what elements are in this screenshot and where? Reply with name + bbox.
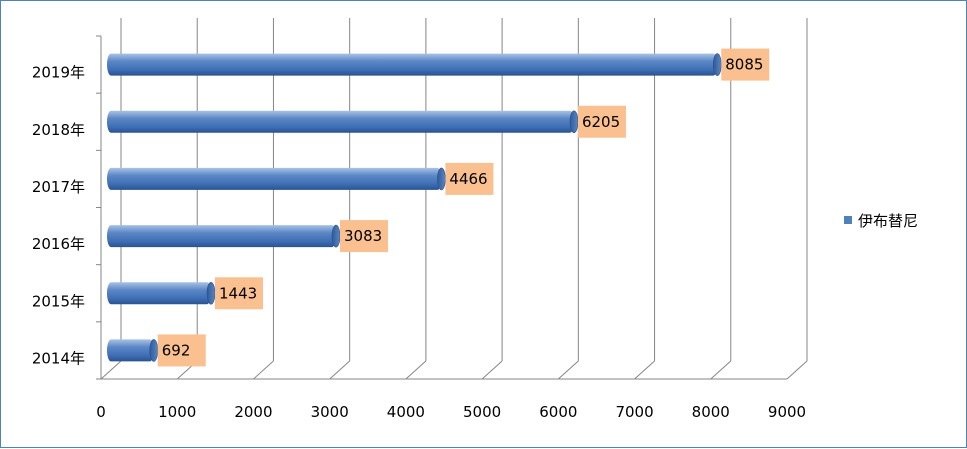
category-label-2015年: 2015年 (32, 292, 85, 310)
bar-body (107, 53, 718, 76)
data-label-value: 8085 (725, 56, 763, 74)
bar-2017年 (107, 167, 446, 191)
category-label-2014年: 2014年 (32, 349, 85, 367)
floor-line-9000 (786, 360, 808, 380)
bar-2018年 (107, 110, 579, 134)
category-label-2017年: 2017年 (32, 178, 85, 196)
bar-end-cap (712, 53, 722, 76)
floor-line-0 (100, 360, 122, 380)
data-label-2019年: 8085 (721, 48, 770, 81)
floor-line-7000 (634, 360, 655, 380)
bar-2014年 (107, 339, 159, 362)
floor-line-8000 (710, 360, 732, 380)
bar-end-cap (206, 281, 216, 305)
data-label-value: 4466 (449, 170, 487, 188)
x-tick-label-3000: 3000 (311, 403, 349, 421)
data-label-box (577, 105, 626, 138)
x-tick-label-6000: 6000 (539, 403, 577, 421)
legend-swatch (844, 216, 852, 224)
category-label-2019年: 2019年 (32, 64, 85, 82)
x-tick-label-0: 0 (96, 403, 106, 421)
data-label-value: 6205 (582, 113, 620, 131)
data-label-2014年: 692 (157, 334, 206, 367)
floor-line-5000 (481, 360, 503, 380)
x-tick-label-7000: 7000 (615, 403, 653, 421)
x-tick-label-5000: 5000 (463, 403, 501, 421)
data-label-2015年: 1443 (214, 277, 263, 310)
data-label-value: 1443 (219, 284, 257, 302)
bar-end-cap (437, 167, 446, 191)
floor-line-2000 (253, 360, 274, 380)
floor-line-4000 (405, 360, 427, 380)
x-tick-label-9000: 9000 (768, 403, 806, 421)
data-label-box (157, 334, 206, 367)
bar-2015年 (107, 281, 216, 305)
x-tick-label-8000: 8000 (692, 403, 730, 421)
bar-body (107, 110, 574, 133)
legend-label: 伊布替尼 (858, 212, 918, 230)
floor-line-6000 (557, 360, 579, 380)
bar-body (107, 167, 442, 190)
data-label-box (339, 220, 388, 253)
bar-end-cap (331, 224, 341, 248)
bar-body (107, 225, 336, 248)
bar-end-cap (149, 339, 159, 362)
data-label-value: 3083 (344, 227, 382, 245)
bar-2016年 (107, 224, 341, 248)
data-label-2016年: 3083 (339, 220, 388, 253)
data-label-2017年: 4466 (445, 162, 494, 195)
floor-line-3000 (329, 360, 351, 380)
x-tick-label-4000: 4000 (387, 403, 425, 421)
y-category-labels: 2014年 2015年 2016年 2017年 2018年 2019年 (32, 64, 85, 368)
bar-body (107, 282, 211, 305)
data-label-box (445, 162, 494, 195)
bar-end-cap (569, 110, 579, 134)
x-tick-label-1000: 1000 (158, 403, 196, 421)
category-label-2016年: 2016年 (32, 235, 85, 253)
data-label-box (214, 277, 263, 310)
data-label-box (721, 48, 770, 81)
bars (107, 53, 722, 362)
x-tick-label-2000: 2000 (234, 403, 272, 421)
data-labels: 692 1443 3083 4466 6205 8085 (157, 48, 770, 367)
category-label-2018年: 2018年 (32, 121, 85, 139)
data-label-value: 692 (162, 341, 191, 359)
legend: 伊布替尼 (844, 212, 918, 230)
bar-2019年 (107, 53, 722, 76)
x-tick-labels: 0 1000 2000 3000 4000 5000 6000 7000 8000 9000 (96, 403, 806, 421)
bar-body (107, 339, 154, 362)
data-label-2018年: 6205 (577, 105, 626, 138)
